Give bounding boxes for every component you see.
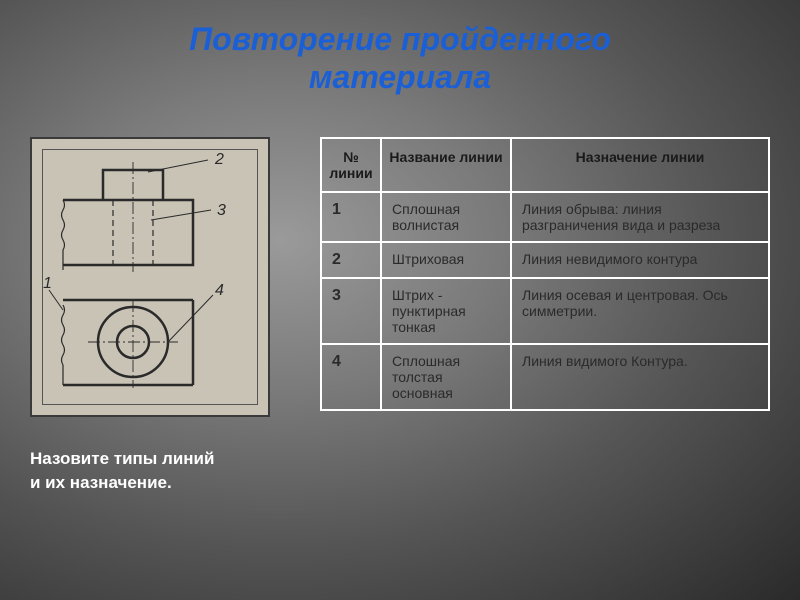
drawing-label-3: 3 xyxy=(217,202,226,219)
cell-purpose: Линия невидимого контура xyxy=(511,242,769,278)
drawing-svg: 2 3 1 xyxy=(43,150,259,406)
cell-name: Штриховая xyxy=(381,242,511,278)
drawing-caption: Назовите типы линий и их назначение. xyxy=(30,447,290,495)
cell-name: Сплошная волнистая xyxy=(381,192,511,242)
cell-num: 1 xyxy=(321,192,381,242)
caption-line-1: Назовите типы линий xyxy=(30,449,214,468)
content-area: 2 3 1 xyxy=(0,107,800,495)
right-column: № линии Название линии Назначение линии … xyxy=(320,137,770,411)
caption-line-2: и их назначение. xyxy=(30,473,172,492)
drawing-label-1: 1 xyxy=(43,275,52,292)
cell-purpose: Линия видимого Контура. xyxy=(511,344,769,410)
slide-title: Повторение пройденного материала xyxy=(0,0,800,107)
cell-name: Штрих - пунктирная тонкая xyxy=(381,278,511,344)
cell-purpose: Линия обрыва: линия разграничения вида и… xyxy=(511,192,769,242)
cell-num: 2 xyxy=(321,242,381,278)
table-row: 3 Штрих - пунктирная тонкая Линия осевая… xyxy=(321,278,769,344)
cell-name: Сплошная толстая основная xyxy=(381,344,511,410)
cell-purpose: Линия осевая и центровая. Ось симметрии. xyxy=(511,278,769,344)
drawing-label-4: 4 xyxy=(215,282,224,299)
drawing-label-2: 2 xyxy=(214,151,224,168)
table-row: 2 Штриховая Линия невидимого контура xyxy=(321,242,769,278)
table-row: 4 Сплошная толстая основная Линия видимо… xyxy=(321,344,769,410)
header-name: Название линии xyxy=(381,138,511,192)
title-line-1: Повторение пройденного xyxy=(189,21,611,57)
table-row: 1 Сплошная волнистая Линия обрыва: линия… xyxy=(321,192,769,242)
title-line-2: материала xyxy=(309,59,491,95)
lines-table: № линии Название линии Назначение линии … xyxy=(320,137,770,411)
header-num: № линии xyxy=(321,138,381,192)
header-purpose: Назначение линии xyxy=(511,138,769,192)
cell-num: 3 xyxy=(321,278,381,344)
technical-drawing: 2 3 1 xyxy=(30,137,270,417)
table-header-row: № линии Название линии Назначение линии xyxy=(321,138,769,192)
left-column: 2 3 1 xyxy=(30,137,290,495)
cell-num: 4 xyxy=(321,344,381,410)
